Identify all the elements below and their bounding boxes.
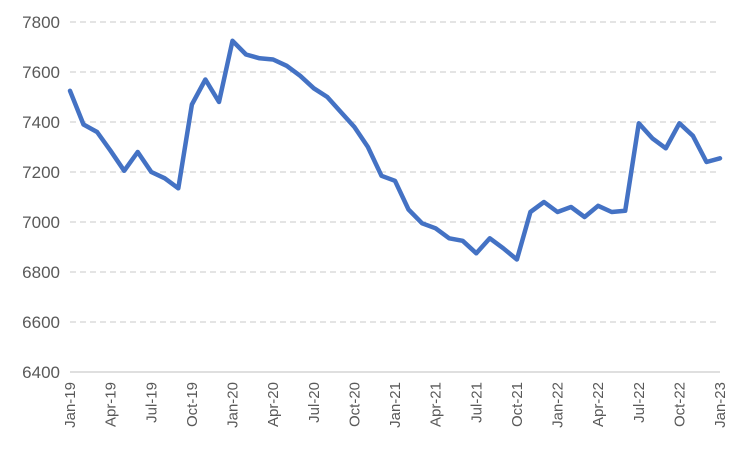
x-tick-label: Oct-19 bbox=[184, 382, 201, 427]
x-tick-label: Jan-20 bbox=[225, 382, 242, 428]
y-tick-label: 6600 bbox=[22, 313, 60, 332]
x-tick-label: Apr-22 bbox=[590, 382, 607, 427]
x-tick-label: Jan-22 bbox=[550, 382, 567, 428]
x-tick-label: Oct-20 bbox=[346, 382, 363, 427]
y-tick-label: 7000 bbox=[22, 213, 60, 232]
gridlines bbox=[70, 21, 720, 373]
x-tick-label: Apr-20 bbox=[265, 382, 282, 427]
series-line-0 bbox=[67, 38, 723, 262]
y-tick-label: 6800 bbox=[22, 263, 60, 282]
series-layer bbox=[67, 38, 723, 262]
y-axis-tick-labels: 6400 6600 6800 7000 7200 7400 7600 7800 bbox=[22, 13, 60, 382]
y-tick-label: 7600 bbox=[22, 63, 60, 82]
y-tick-label: 6400 bbox=[22, 363, 60, 382]
y-tick-label: 7400 bbox=[22, 113, 60, 132]
x-axis-tick-labels: Jan-19 Apr-19 Jul-19 Oct-19 Jan-20 Apr-20 Jul-… bbox=[62, 382, 729, 428]
x-tick-label: Apr-19 bbox=[103, 382, 120, 427]
x-tick-label: Jul-20 bbox=[306, 382, 323, 423]
x-tick-label: Apr-21 bbox=[428, 382, 445, 427]
y-tick-label: 7800 bbox=[22, 13, 60, 32]
x-tick-label: Oct-21 bbox=[509, 382, 526, 427]
x-tick-label: Jul-21 bbox=[468, 382, 485, 423]
x-tick-label: Jan-21 bbox=[387, 382, 404, 428]
x-tick-label: Oct-22 bbox=[671, 382, 688, 427]
x-tick-label: Jul-22 bbox=[631, 382, 648, 423]
x-tick-label: Jan-19 bbox=[62, 382, 79, 428]
x-tick-label: Jul-19 bbox=[143, 382, 160, 423]
x-tick-label: Jan-23 bbox=[712, 382, 729, 428]
y-tick-label: 7200 bbox=[22, 163, 60, 182]
